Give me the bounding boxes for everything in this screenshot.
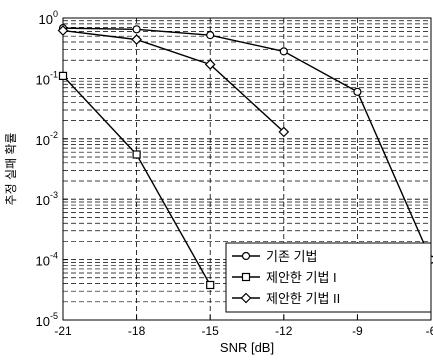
series-1-point (280, 48, 287, 55)
y-tick-label: 10-4 (36, 251, 58, 269)
x-tick-label: -21 (54, 324, 72, 338)
y-axis-label: 추정 실패 확률 (4, 133, 18, 206)
y-tick-label: 100 (39, 9, 58, 27)
series-2-point (207, 281, 214, 288)
legend-label: 제안한 기법 II (266, 291, 340, 306)
x-axis-label: SNR [dB] (220, 340, 274, 355)
series-2-point (60, 72, 67, 79)
x-tick-label: -12 (275, 324, 293, 338)
series-2-point (133, 151, 140, 158)
x-tick-label: -9 (352, 324, 363, 338)
legend-marker (243, 274, 250, 281)
series-1-point (133, 26, 140, 33)
x-tick-label: -15 (202, 324, 220, 338)
series-1-line (63, 28, 431, 259)
series-1-point (354, 88, 361, 95)
series-3 (59, 26, 289, 136)
series-1-point (207, 32, 214, 39)
legend-marker (243, 253, 250, 260)
y-tick-label: 10-3 (36, 190, 58, 208)
y-tick-label: 10-1 (36, 69, 58, 87)
legend-label: 기존 기법 (266, 249, 317, 264)
x-tick-label: -18 (128, 324, 146, 338)
legend-label: 제안한 기법 I (266, 270, 337, 285)
y-tick-label: 10-2 (36, 130, 58, 148)
x-tick-label: -6 (426, 324, 433, 338)
